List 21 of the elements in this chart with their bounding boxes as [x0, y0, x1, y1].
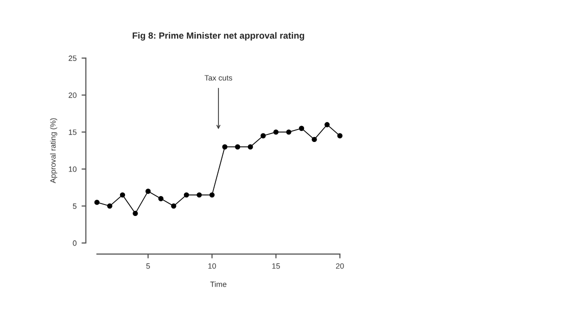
point — [94, 200, 100, 205]
point — [248, 144, 253, 150]
point — [209, 192, 215, 198]
point — [312, 136, 317, 142]
point — [260, 133, 266, 138]
point — [145, 188, 151, 194]
point — [158, 196, 164, 202]
point — [234, 144, 240, 150]
point — [337, 133, 342, 138]
point — [286, 129, 292, 135]
point — [196, 192, 202, 198]
chart-title: Fig 8: Prime Minister net approval rating — [132, 32, 304, 41]
point — [132, 210, 138, 216]
point — [184, 192, 190, 198]
point — [120, 192, 126, 198]
point — [298, 126, 304, 131]
point — [171, 203, 176, 209]
point — [107, 203, 112, 209]
point — [273, 129, 279, 135]
point — [324, 122, 330, 128]
point — [222, 144, 228, 150]
